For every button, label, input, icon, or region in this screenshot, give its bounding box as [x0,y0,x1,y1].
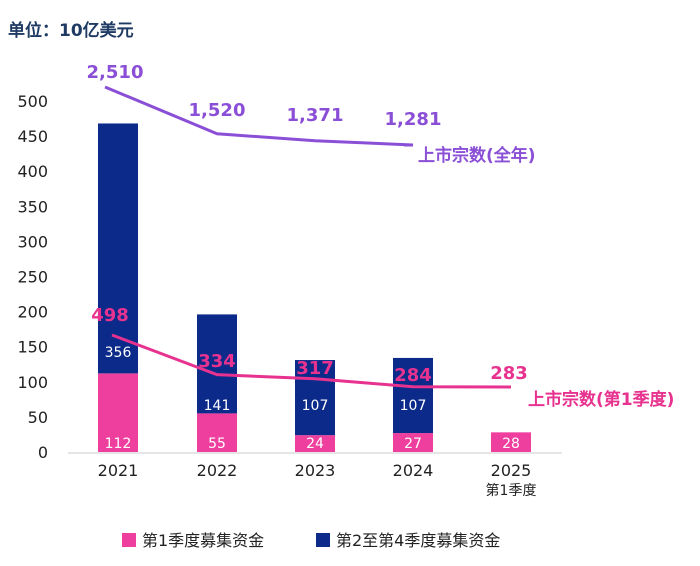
legend: 第1季度募集资金 第2至第4季度募集资金 [122,531,500,550]
y-tick-label: 0 [38,443,48,462]
bar-value-label: 107 [400,398,427,414]
y-tick-label: 300 [17,232,48,251]
bar-value-label: 107 [302,398,329,414]
legend-label-q1: 第1季度募集资金 [142,531,264,550]
annual-count-label: 2,510 [87,62,144,83]
annual-count-label: 1,520 [189,100,246,121]
x-tick-label: 2024 [393,461,434,480]
count-lines: 2,510 1,520 1,371 1,281 上市宗数(全年) 498 334 317 284… [87,62,675,410]
bar-value-label: 112 [105,436,132,452]
y-tick-label: 150 [17,338,48,357]
y-tick-label: 100 [17,373,48,392]
x-tick-label: 2021 [98,461,139,480]
bar-value-label: 24 [306,436,324,452]
y-tick-label: 450 [17,127,48,146]
y-tick-label: 50 [28,408,48,427]
bar-segment [98,373,138,452]
line-annual-count [104,85,414,147]
bar-value-label: 55 [208,436,226,452]
unit-label: 单位：10亿美元 [8,20,134,41]
q1-count-label: 284 [394,365,432,386]
legend-label-q2-q4: 第2至第4季度募集资金 [336,531,500,550]
bar-segment [98,123,138,374]
y-tick-label: 350 [17,197,48,216]
bar-segment [491,432,531,452]
bar-segment [393,357,433,434]
q1-count-label: 317 [296,358,334,379]
legend-swatch-q1 [122,533,136,547]
y-tick-label: 200 [17,303,48,322]
y-tick-label: 400 [17,162,48,181]
bars [98,123,531,452]
q1-count-label: 334 [198,351,236,372]
bar-segment [197,413,237,452]
annual-count-tag: 上市宗数(全年) [418,145,536,166]
bar-value-label: 356 [105,345,132,361]
q1-count-tag: 上市宗数(第1季度) [528,389,674,410]
bar-segment [393,433,433,452]
bar-value-label: 27 [404,436,422,452]
x-axis: 2021 2022 2023 2024 2025 第1季度 [68,452,562,499]
x-tick-sublabel: 第1季度 [486,482,537,499]
x-tick-label: 2025 [491,461,532,480]
line-q1-count [111,333,512,389]
bar-value-label: 28 [502,436,520,452]
annual-count-label: 1,281 [385,109,442,130]
bar-value-label: 141 [204,398,231,414]
bar-segment [295,360,335,436]
bar-value-labels: 112 356 55 141 24 107 27 107 28 [105,345,520,452]
bar-segment [295,435,335,452]
q1-count-label: 283 [490,363,528,384]
y-tick-label: 250 [17,268,48,287]
bar-segment [197,314,237,414]
q1-count-label: 498 [91,305,129,326]
annual-count-label: 1,371 [287,105,344,126]
y-axis: 0 50 100 150 200 250 300 350 400 450 500 [17,92,48,462]
y-tick-label: 500 [17,92,48,111]
x-tick-label: 2022 [197,461,238,480]
legend-swatch-q2-q4 [316,533,330,547]
x-tick-label: 2023 [295,461,336,480]
